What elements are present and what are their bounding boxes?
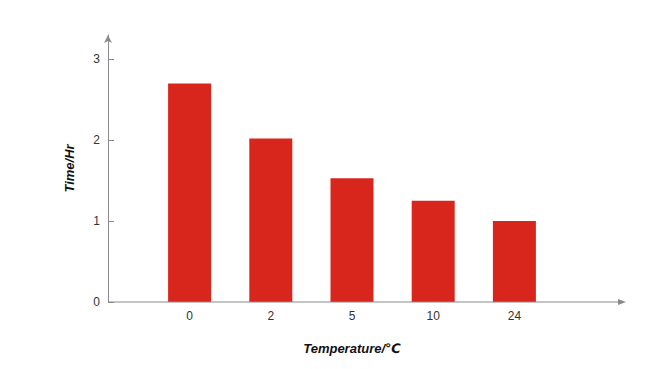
svg-text:Time/Hr: Time/Hr: [62, 143, 77, 192]
svg-text:3: 3: [93, 52, 100, 66]
svg-text:2: 2: [267, 309, 274, 323]
svg-text:1: 1: [93, 214, 100, 228]
svg-text:2: 2: [93, 133, 100, 147]
svg-text:24: 24: [508, 309, 522, 323]
svg-text:0: 0: [186, 309, 193, 323]
svg-text:5: 5: [349, 309, 356, 323]
svg-text:10: 10: [427, 309, 441, 323]
svg-text:0: 0: [93, 295, 100, 309]
svg-text:Temperature/℃: Temperature/℃: [303, 341, 401, 356]
